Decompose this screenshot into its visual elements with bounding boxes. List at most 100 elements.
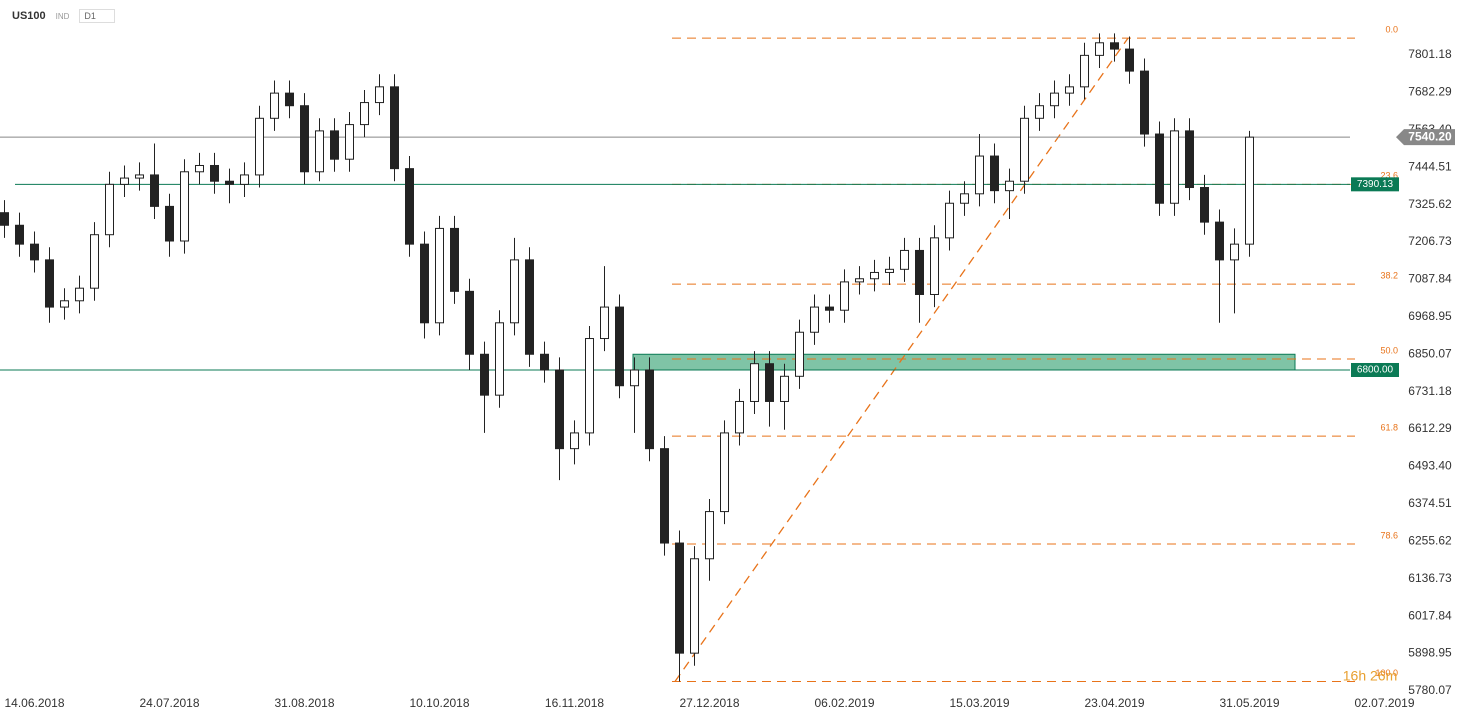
y-tick-label: 5898.95 (1408, 646, 1452, 660)
candle-body (1080, 54, 1089, 88)
price-tag (1396, 129, 1455, 146)
level-label: 7390.13 (1357, 179, 1394, 190)
fib-label: 100.0 (1375, 668, 1398, 678)
level-label: 6800.00 (1357, 365, 1394, 376)
candle-body (1140, 70, 1149, 135)
candle-body (75, 287, 84, 302)
x-tick-label: 06.02.2019 (814, 696, 874, 710)
candle-body (675, 542, 684, 654)
candle-body (30, 243, 39, 261)
candle-body (225, 180, 234, 185)
y-tick-label: 6968.95 (1408, 309, 1452, 323)
candle-body (450, 227, 459, 292)
fib-label: 50.0 (1380, 345, 1398, 355)
candle-body (570, 432, 579, 450)
candle-body (930, 237, 939, 295)
y-tick-label: 7444.51 (1408, 159, 1452, 173)
y-tick-label: 7682.29 (1408, 85, 1452, 99)
y-tick-label: 7206.73 (1408, 234, 1452, 248)
candle-body (645, 369, 654, 450)
candle-body (435, 227, 444, 324)
candle-body (1005, 180, 1014, 192)
x-tick-label: 15.03.2019 (949, 696, 1009, 710)
candle-body (465, 290, 474, 355)
candle-body (765, 363, 774, 402)
y-tick-label: 6850.07 (1408, 346, 1452, 360)
candle-body (285, 92, 294, 107)
y-tick-label: 6255.62 (1408, 533, 1452, 547)
candle-body (165, 205, 174, 242)
candle-body (390, 86, 399, 170)
candle-body (525, 259, 534, 355)
candle-body (105, 183, 114, 236)
y-tick-label: 6612.29 (1408, 421, 1452, 435)
candle-body (720, 432, 729, 513)
x-tick-label: 02.07.2019 (1354, 696, 1414, 710)
candle-body (210, 164, 219, 182)
candle-body (705, 511, 714, 560)
candle-body (885, 268, 894, 273)
candle-body (825, 306, 834, 311)
candle-body (120, 177, 129, 185)
candle-body (150, 174, 159, 207)
x-tick-label: 14.06.2018 (4, 696, 64, 710)
x-tick-label: 16.11.2018 (545, 696, 604, 710)
candle-body (180, 171, 189, 242)
candle-body (1020, 117, 1029, 182)
candle-body (1170, 130, 1179, 204)
fib-trend (674, 37, 1129, 682)
candle-body (585, 338, 594, 434)
candle-body (840, 281, 849, 311)
candle-body (690, 558, 699, 654)
symbol[interactable]: US100 (12, 10, 46, 22)
candle-body (945, 202, 954, 239)
candle-body (915, 249, 924, 295)
fib-label: 0.0 (1385, 24, 1398, 34)
candle-body (90, 234, 99, 289)
fib-label: 61.8 (1380, 422, 1398, 432)
x-tick-label: 27.12.2018 (679, 696, 739, 710)
candle-body (405, 168, 414, 245)
x-tick-label: 10.10.2018 (409, 696, 469, 710)
candle-body (195, 164, 204, 173)
candle-body (630, 369, 639, 387)
y-tick-label: 6731.18 (1408, 384, 1452, 398)
candle-body (990, 155, 999, 192)
candle-body (255, 117, 264, 176)
y-tick-label: 6493.40 (1408, 459, 1452, 473)
candle-body (780, 375, 789, 402)
fib-label: 78.6 (1380, 530, 1398, 540)
candle-body (345, 124, 354, 160)
candle-body (540, 353, 549, 371)
candle-body (735, 400, 744, 434)
candle-body (240, 174, 249, 185)
candle-body (1050, 92, 1059, 107)
candle-body (1200, 187, 1209, 223)
candle-body (15, 224, 24, 245)
candle-body (360, 102, 369, 126)
candle-body (1155, 133, 1164, 204)
candle-body (855, 278, 864, 283)
candle-body (135, 174, 144, 179)
candle-body (810, 306, 819, 333)
candle-body (795, 331, 804, 377)
candle-body (900, 249, 909, 270)
candle-body (1230, 243, 1239, 261)
y-tick-label: 7087.84 (1408, 272, 1452, 286)
candle-body (750, 363, 759, 402)
fib-label: 23.6 (1380, 171, 1398, 181)
candle-body (960, 193, 969, 204)
y-tick-label: 7801.18 (1408, 47, 1452, 61)
candle-body (1110, 42, 1119, 50)
candle-body (1095, 42, 1104, 56)
candle-body (660, 448, 669, 544)
timeframe[interactable]: D1 (79, 9, 115, 23)
y-tick-label: 6136.73 (1408, 571, 1452, 585)
candle-body (420, 243, 429, 324)
support-zone (632, 353, 1296, 371)
candle-body (270, 92, 279, 119)
candle-body (480, 353, 489, 396)
x-tick-label: 23.04.2019 (1084, 696, 1144, 710)
